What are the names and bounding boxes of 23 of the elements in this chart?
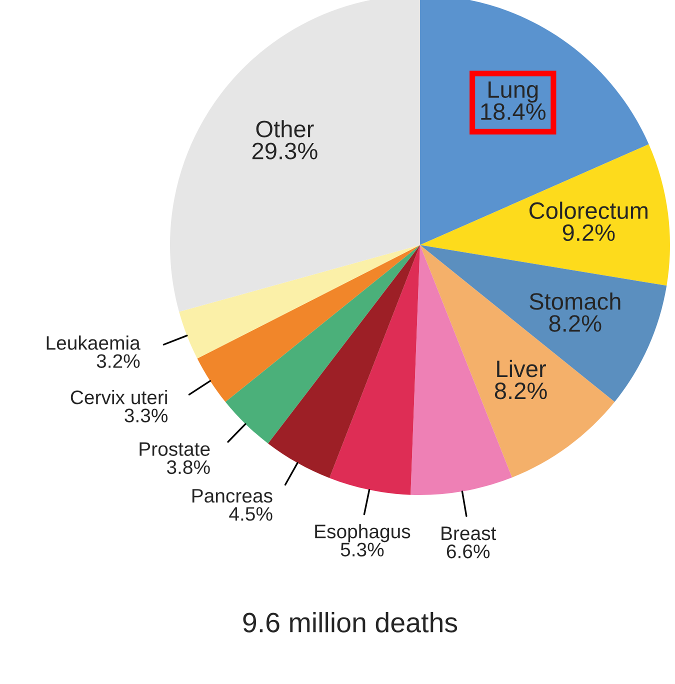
- slice-label: Cervix uteri: [70, 390, 167, 404]
- slice-label: Pancreas: [192, 489, 272, 503]
- slice-label: Prostate: [140, 442, 210, 456]
- data-label: 3.2%: [96, 354, 140, 368]
- data-label: 9.2%: [562, 224, 615, 242]
- slice-label: Leukaemia: [46, 336, 140, 350]
- data-label: 29.3%: [252, 142, 318, 160]
- data-label: 5.3%: [340, 542, 384, 556]
- slice-label: Esophagus: [315, 524, 410, 542]
- slice-label: Lung: [488, 81, 538, 103]
- slice-label: Liver: [497, 360, 546, 378]
- data-label: 3.3%: [124, 408, 168, 422]
- slice-label: Stomach: [530, 292, 620, 310]
- text: 9.6 million deaths: [243, 612, 458, 632]
- slice-label: Other: [256, 120, 314, 138]
- slice-label: Colorectum: [530, 202, 648, 220]
- data-label: 4.5%: [229, 507, 272, 521]
- data-label: 6.6%: [446, 544, 490, 558]
- data-label: 8.2%: [494, 382, 547, 400]
- data-label: 3.8%: [166, 460, 210, 474]
- slice-label: Breast: [442, 526, 496, 540]
- data-label: 8.2%: [549, 315, 602, 332]
- data-label: 18.4%: [481, 103, 546, 120]
